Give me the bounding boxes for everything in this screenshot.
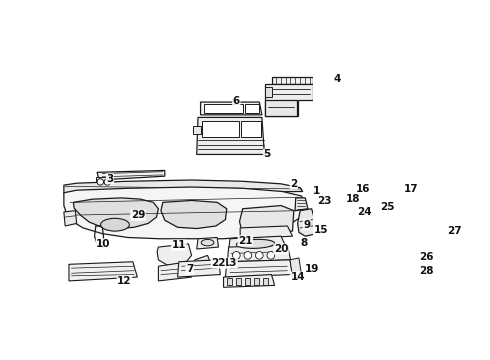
Text: 11: 11 [172,240,186,250]
Polygon shape [265,100,297,116]
Polygon shape [64,187,305,239]
Text: 25: 25 [380,202,394,212]
Circle shape [267,252,275,259]
Text: 19: 19 [304,265,319,274]
Text: 10: 10 [96,239,111,249]
Text: 2: 2 [290,179,297,189]
Polygon shape [297,209,314,236]
Text: 28: 28 [419,266,434,276]
Polygon shape [342,188,363,204]
Polygon shape [265,84,313,116]
Polygon shape [204,104,243,113]
Text: 6: 6 [233,96,240,106]
Polygon shape [64,211,76,226]
Ellipse shape [201,239,214,246]
Polygon shape [240,206,294,234]
Polygon shape [227,245,291,262]
Text: 13: 13 [222,258,237,268]
Text: 16: 16 [356,184,370,194]
Ellipse shape [236,239,274,248]
Text: 22: 22 [211,258,226,268]
Text: 8: 8 [300,238,308,248]
Polygon shape [332,197,345,207]
Text: 29: 29 [131,210,145,220]
Bar [236,278,242,285]
Circle shape [104,179,111,185]
Polygon shape [295,198,308,211]
Polygon shape [343,210,366,224]
Text: 23: 23 [317,196,332,206]
Polygon shape [202,121,239,136]
Polygon shape [196,117,265,154]
Polygon shape [377,228,396,239]
Bar [263,278,268,285]
Polygon shape [229,236,286,250]
Polygon shape [64,180,303,194]
Text: 14: 14 [291,272,305,282]
Polygon shape [74,198,158,229]
Text: 3: 3 [106,174,114,184]
Circle shape [97,179,103,185]
Bar [245,278,250,285]
Polygon shape [69,262,137,281]
Polygon shape [265,87,272,97]
Polygon shape [196,238,219,249]
Polygon shape [157,244,192,266]
Polygon shape [290,258,301,277]
Polygon shape [177,260,220,277]
Polygon shape [97,170,165,180]
Polygon shape [337,269,405,289]
Bar [227,278,232,285]
Polygon shape [223,275,275,287]
Polygon shape [245,104,259,113]
Text: 21: 21 [238,236,252,246]
Bar [253,278,259,285]
Polygon shape [354,253,397,271]
Polygon shape [195,255,211,271]
Polygon shape [242,121,261,136]
Polygon shape [97,177,107,183]
Text: 24: 24 [357,207,371,217]
Text: 5: 5 [263,149,270,159]
Text: 20: 20 [274,244,288,254]
Text: 1: 1 [313,186,320,197]
Circle shape [232,252,240,259]
Text: 18: 18 [345,194,360,204]
Polygon shape [240,226,293,239]
Text: 7: 7 [186,265,194,274]
Polygon shape [158,262,192,281]
Text: 15: 15 [314,225,328,235]
Circle shape [244,252,252,259]
Text: 17: 17 [404,184,418,194]
Polygon shape [272,77,313,84]
Polygon shape [161,201,227,229]
Text: 9: 9 [303,220,310,230]
Polygon shape [200,102,262,115]
Text: 12: 12 [117,276,132,286]
Polygon shape [366,211,381,224]
Polygon shape [193,126,200,134]
Polygon shape [369,225,404,258]
Text: 4: 4 [334,74,341,84]
Circle shape [255,252,263,259]
Text: 27: 27 [447,226,462,236]
Text: 26: 26 [419,252,434,262]
Ellipse shape [100,218,129,231]
Polygon shape [225,260,293,277]
